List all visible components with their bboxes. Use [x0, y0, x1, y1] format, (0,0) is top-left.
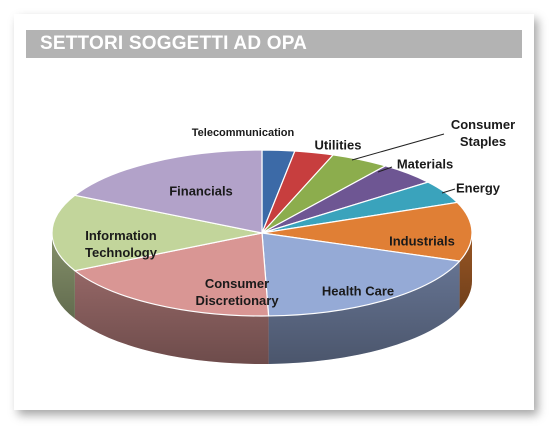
- leader-line-consumer-staples: [351, 133, 445, 161]
- data-label-consumer-discretionary: Discretionary: [195, 293, 279, 308]
- data-label-financials: Financials: [169, 184, 233, 199]
- data-label-energy: Energy: [456, 181, 501, 196]
- pie-side-shade-health-care: [268, 261, 460, 364]
- data-label-consumer-discretionary: Consumer: [205, 276, 269, 291]
- data-label-information-technology: Information: [85, 228, 157, 243]
- leader-line-materials: [377, 166, 393, 173]
- data-label-materials: Materials: [397, 157, 453, 172]
- leader-line-energy: [441, 188, 456, 194]
- pie-slice-information-technology: [51, 194, 263, 272]
- data-label-information-technology: Technology: [85, 245, 158, 260]
- pie-slice-health-care: [261, 232, 461, 317]
- pie-slice-financials: [73, 149, 263, 234]
- pie-side-shade-industrials: [459, 233, 472, 310]
- data-label-telecommunication: Telecommunication: [192, 127, 295, 139]
- data-label-utilities: Utilities: [315, 138, 362, 153]
- data-label-consumer-staples: Staples: [460, 134, 506, 149]
- pie-side-shade-consumer-discretionary: [74, 270, 269, 364]
- pie-slice-consumer-discretionary: [73, 232, 270, 317]
- data-label-health-care: Health Care: [322, 284, 394, 299]
- data-label-consumer-staples: Consumer: [451, 117, 515, 132]
- chart-title: SETTORI SOGGETTI AD OPA: [26, 30, 522, 58]
- pie-side-shade-information-technology: [52, 233, 75, 319]
- pie-slice-industrials: [261, 201, 473, 262]
- data-label-industrials: Industrials: [389, 234, 455, 249]
